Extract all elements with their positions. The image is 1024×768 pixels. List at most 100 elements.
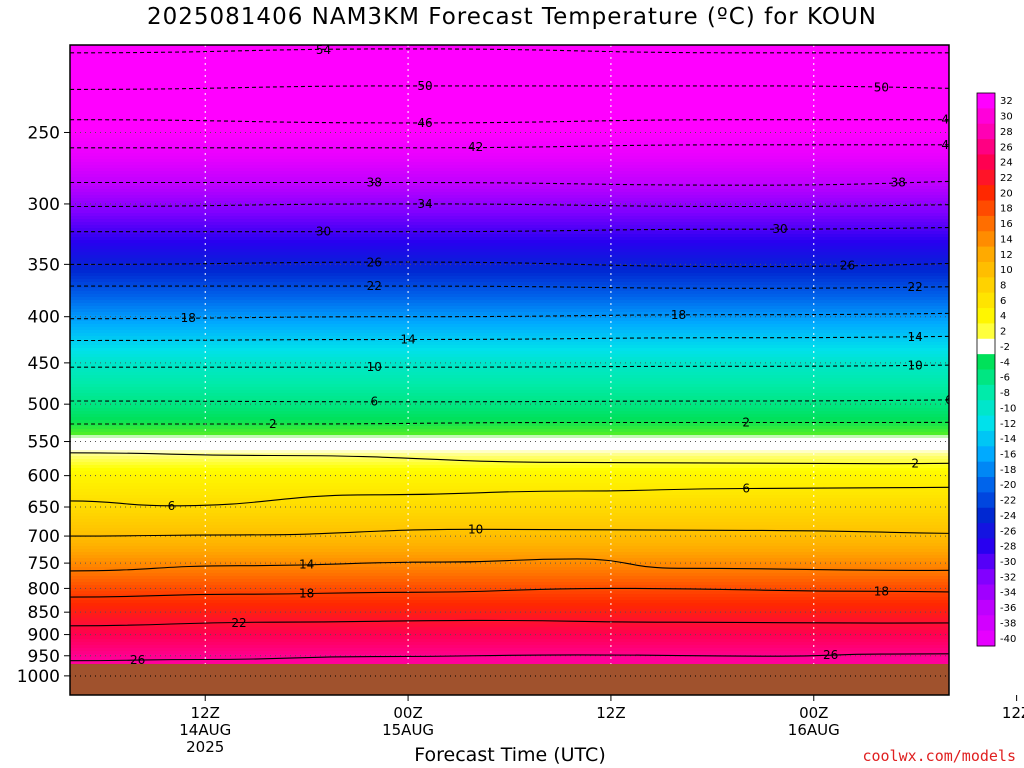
temperature-band: [70, 555, 949, 559]
temperature-band: [70, 246, 949, 250]
temperature-band: [70, 183, 949, 187]
temperature-band: [70, 231, 949, 235]
temperature-band: [70, 423, 949, 427]
temperature-band: [70, 45, 949, 49]
plot-frame: [69, 44, 950, 696]
contour-line-10: [70, 528, 949, 537]
credit-link[interactable]: coolwx.com/models: [862, 747, 1016, 765]
colorbar-swatch: [977, 231, 995, 248]
temperature-band: [70, 501, 949, 505]
y-tick-label: 300: [28, 195, 60, 215]
temperature-band: [70, 324, 949, 328]
colorbar-swatch: [977, 492, 995, 509]
colorbar-swatch: [977, 308, 995, 324]
temperature-band: [70, 627, 949, 631]
temperature-band: [70, 162, 949, 166]
temperature-band: [70, 225, 949, 229]
temperature-band: [70, 441, 949, 445]
plot-grid: [70, 45, 949, 695]
temperature-band: [70, 132, 949, 136]
contour-line-2: [70, 452, 949, 465]
contour-line-minus-10: [70, 364, 949, 368]
contour-line-minus-6: [70, 399, 949, 403]
temperature-band: [70, 411, 949, 415]
ground: [70, 664, 949, 695]
temperature-band: [70, 276, 949, 280]
contour-label: 6: [168, 499, 176, 513]
temperature-band: [70, 432, 949, 436]
temperature-band: [70, 288, 949, 292]
temperature-band: [70, 345, 949, 349]
colorbar-swatch: [977, 430, 995, 447]
temperature-band: [70, 621, 949, 625]
temperature-band: [70, 477, 949, 481]
temperature-band: [70, 420, 949, 424]
temperature-band: [70, 531, 949, 535]
temperature-band: [70, 447, 949, 451]
temperature-band: [70, 174, 949, 178]
temperature-band: [70, 153, 949, 157]
colorbar-label: -22: [1000, 496, 1016, 507]
colorbar-swatch: [977, 523, 995, 539]
temperature-band: [70, 342, 949, 346]
colorbar-swatch: [977, 154, 995, 171]
temperature-band: [70, 285, 949, 289]
colorbar-swatch: [977, 507, 995, 524]
contour-label: 30: [316, 225, 331, 239]
contour-label: 18: [181, 311, 196, 325]
x-tick-label: 12Z: [191, 704, 220, 722]
y-axis: 250 300 350 400 450 500 550 600 650 700 750 800 850 9…: [17, 123, 70, 687]
colorbar-label: 2: [1000, 327, 1006, 338]
temperature-band: [70, 537, 949, 541]
temperature-band: [70, 267, 949, 271]
temperature-band: [70, 87, 949, 91]
contour-label: 18: [671, 308, 686, 322]
contour-line-minus-14: [70, 335, 949, 342]
temperature-band: [70, 492, 949, 496]
x-axis: 12Z14AUG202500Z15AUG12Z00Z16AUG12Z: [179, 695, 1024, 756]
contour-label: 30: [772, 222, 787, 236]
temperature-band: [70, 252, 949, 256]
colorbar-label: 10: [1000, 265, 1013, 276]
temperature-band: [70, 84, 949, 88]
contour-label: 38: [891, 176, 906, 190]
temperature-band: [70, 402, 949, 406]
colorbar-label: 6: [1000, 296, 1006, 307]
contour-line-minus-34: [70, 203, 949, 208]
temperature-band: [70, 273, 949, 277]
temperature-band: [70, 522, 949, 526]
temperature-band: [70, 354, 949, 358]
colorbar-label: -18: [1000, 465, 1016, 476]
temperature-band: [70, 279, 949, 283]
contour-label: 14: [299, 557, 314, 571]
temperature-band: [70, 219, 949, 223]
colorbar-label: 18: [1000, 204, 1013, 215]
temperature-band: [70, 306, 949, 310]
temperature-band: [70, 507, 949, 511]
temperature-band: [70, 60, 949, 64]
contour-label: 26: [840, 258, 855, 272]
temperature-band: [70, 282, 949, 286]
contour-line-minus-38: [70, 180, 949, 186]
colorbar-swatch: [977, 538, 995, 555]
temperature-band: [70, 429, 949, 433]
colorbar-label: -12: [1000, 419, 1016, 430]
temperature-band: [70, 177, 949, 181]
temperature-band: [70, 399, 949, 403]
temperature-band: [70, 378, 949, 382]
temperature-band: [70, 243, 949, 247]
colorbar-label: -4: [1000, 357, 1010, 368]
colorbar-label: -10: [1000, 403, 1016, 414]
colorbar-label: 20: [1000, 188, 1013, 199]
temperature-band: [70, 195, 949, 199]
temperature-band: [70, 303, 949, 307]
temperature-band: [70, 417, 949, 421]
temperature-band: [70, 339, 949, 343]
temperature-band: [70, 168, 949, 172]
colorbar-swatch: [977, 553, 995, 570]
x-tick-label: 16AUG: [788, 721, 840, 739]
temperature-band: [70, 78, 949, 82]
temperature-band: [70, 648, 949, 652]
temperature-band: [70, 69, 949, 73]
temperature-band: [70, 75, 949, 79]
